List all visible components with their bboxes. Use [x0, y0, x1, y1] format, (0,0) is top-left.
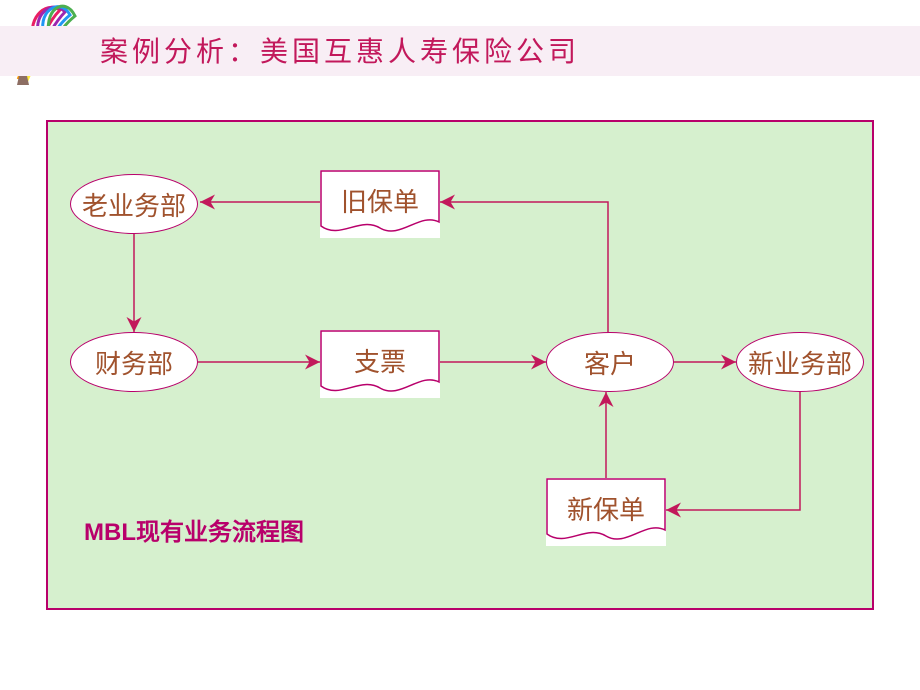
page-title: 案例分析：美国互惠人寿保险公司: [100, 30, 580, 70]
node-label: 新保单: [546, 490, 666, 527]
node-label: 客户: [584, 344, 636, 381]
node-new-business: 新业务部: [736, 332, 864, 392]
flowchart-frame: 老业务部 财务部 客户 新业务部 旧保单 支票 新保单: [46, 120, 874, 610]
node-finance: 财务部: [70, 332, 198, 392]
node-label: 支票: [320, 342, 440, 379]
node-old-business: 老业务部: [70, 174, 198, 234]
node-label: 财务部: [95, 344, 173, 381]
diagram-caption: MBL现有业务流程图: [84, 512, 304, 547]
node-label: 新业务部: [748, 344, 852, 381]
node-customer: 客户: [546, 332, 674, 392]
node-label: 老业务部: [82, 186, 186, 223]
node-label: 旧保单: [320, 182, 440, 219]
